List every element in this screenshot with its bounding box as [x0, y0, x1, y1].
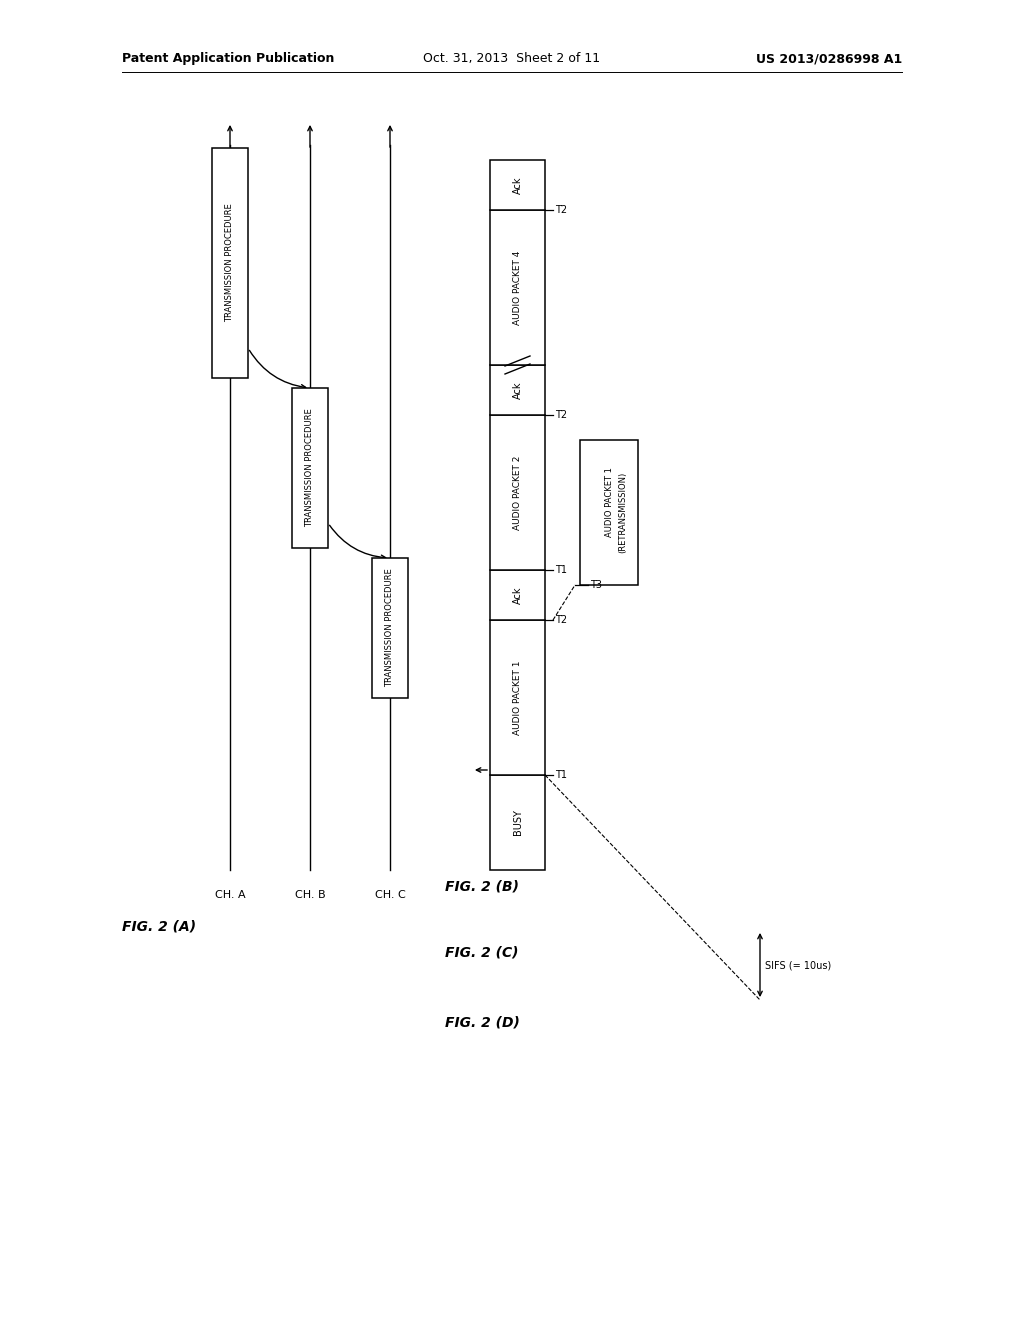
- Text: T2: T2: [555, 205, 567, 215]
- Bar: [490, 160, 545, 210]
- Text: T1: T1: [555, 770, 567, 780]
- Bar: [490, 570, 545, 620]
- Text: SIFS (= 10us): SIFS (= 10us): [765, 960, 831, 970]
- Text: FIG. 2 (D): FIG. 2 (D): [445, 1015, 520, 1030]
- Text: FIG. 2 (A): FIG. 2 (A): [122, 920, 197, 935]
- Text: AUDIO PACKET 4: AUDIO PACKET 4: [513, 251, 522, 325]
- Text: TRANSMISSION PROCEDURE: TRANSMISSION PROCEDURE: [225, 203, 234, 322]
- Bar: [580, 440, 638, 585]
- Text: Oct. 31, 2013  Sheet 2 of 11: Oct. 31, 2013 Sheet 2 of 11: [424, 51, 600, 65]
- Text: Patent Application Publication: Patent Application Publication: [122, 51, 335, 65]
- Text: CH. A: CH. A: [215, 890, 246, 900]
- Bar: [490, 210, 545, 366]
- Text: Ack: Ack: [512, 177, 522, 194]
- Text: T2: T2: [555, 411, 567, 420]
- Text: T3: T3: [590, 579, 602, 590]
- Text: US 2013/0286998 A1: US 2013/0286998 A1: [756, 51, 902, 65]
- Text: (RETRANSMISSION): (RETRANSMISSION): [618, 471, 628, 553]
- Text: Ack: Ack: [512, 381, 522, 399]
- Text: AUDIO PACKET 2: AUDIO PACKET 2: [513, 455, 522, 529]
- Bar: [490, 620, 545, 775]
- Bar: [372, 558, 408, 698]
- Bar: [490, 775, 545, 870]
- Bar: [212, 148, 248, 378]
- Text: T2: T2: [555, 615, 567, 624]
- Text: T1: T1: [555, 565, 567, 576]
- Text: CH. C: CH. C: [375, 890, 406, 900]
- Text: Ack: Ack: [512, 586, 522, 603]
- Text: TRANSMISSION PROCEDURE: TRANSMISSION PROCEDURE: [305, 409, 314, 528]
- Text: AUDIO PACKET 1: AUDIO PACKET 1: [513, 660, 522, 735]
- Text: FIG. 2 (C): FIG. 2 (C): [445, 945, 518, 960]
- Bar: [292, 388, 328, 548]
- Text: CH. B: CH. B: [295, 890, 326, 900]
- Bar: [490, 366, 545, 414]
- Text: BUSY: BUSY: [512, 809, 522, 836]
- Text: AUDIO PACKET 1: AUDIO PACKET 1: [604, 467, 613, 537]
- Text: TRANSMISSION PROCEDURE: TRANSMISSION PROCEDURE: [385, 569, 394, 688]
- Text: FIG. 2 (B): FIG. 2 (B): [445, 880, 519, 894]
- Bar: [490, 414, 545, 570]
